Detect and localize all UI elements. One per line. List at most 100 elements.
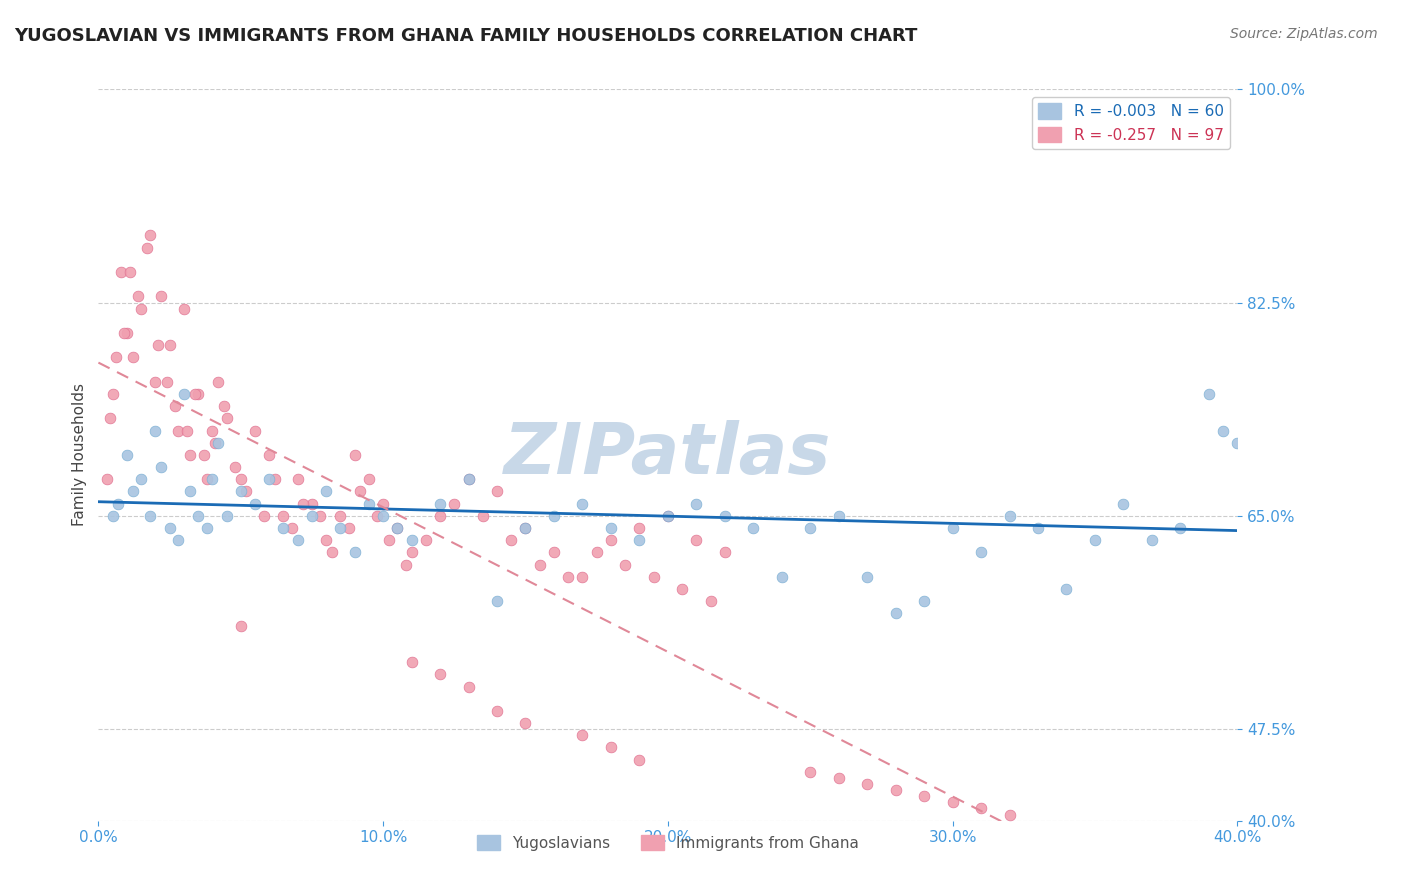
Point [204, 435, 226, 450]
Point [343, 545, 366, 559]
Point [138, 228, 160, 243]
Point [998, 807, 1021, 822]
Point [401, 533, 423, 548]
Point [884, 783, 907, 797]
Point [657, 508, 679, 523]
Point [101, 508, 124, 523]
Point [349, 484, 371, 499]
Point [110, 265, 132, 279]
Point [165, 399, 187, 413]
Point [1084, 533, 1107, 548]
Point [628, 521, 651, 535]
Point [173, 301, 195, 316]
Point [150, 289, 173, 303]
Point [699, 594, 721, 608]
Point [159, 521, 181, 535]
Point [343, 448, 366, 462]
Point [173, 387, 195, 401]
Point [415, 533, 437, 548]
Point [329, 508, 352, 523]
Point [457, 472, 479, 486]
Point [287, 533, 309, 548]
Point [179, 448, 201, 462]
Point [457, 472, 479, 486]
Point [112, 326, 135, 340]
Point [121, 484, 143, 499]
Point [243, 424, 266, 438]
Point [387, 521, 409, 535]
Point [657, 508, 679, 523]
Point [557, 570, 579, 584]
Point [315, 533, 337, 548]
Point [201, 472, 224, 486]
Point [543, 508, 565, 523]
Point [600, 740, 623, 755]
Point [643, 570, 665, 584]
Point [828, 771, 851, 785]
Point [714, 508, 737, 523]
Point [337, 521, 360, 535]
Point [529, 558, 551, 572]
Point [628, 753, 651, 767]
Point [486, 594, 509, 608]
Point [387, 521, 409, 535]
Point [799, 764, 821, 779]
Point [135, 241, 157, 255]
Point [395, 558, 418, 572]
Point [828, 508, 851, 523]
Point [167, 533, 190, 548]
Point [150, 460, 173, 475]
Point [942, 796, 965, 810]
Point [96, 472, 118, 486]
Point [115, 448, 138, 462]
Point [215, 411, 238, 425]
Point [287, 472, 309, 486]
Point [273, 508, 295, 523]
Point [799, 521, 821, 535]
Point [187, 508, 209, 523]
Point [224, 460, 246, 475]
Point [259, 472, 281, 486]
Point [515, 716, 537, 731]
Point [371, 497, 394, 511]
Point [1226, 435, 1249, 450]
Point [121, 351, 143, 365]
Point [742, 521, 765, 535]
Point [176, 424, 198, 438]
Point [215, 508, 238, 523]
Point [600, 533, 623, 548]
Point [998, 508, 1021, 523]
Point [856, 777, 879, 791]
Point [1212, 424, 1234, 438]
Point [184, 387, 207, 401]
Point [321, 545, 343, 559]
Point [628, 533, 651, 548]
Point [98, 411, 121, 425]
Point [614, 558, 637, 572]
Point [212, 399, 235, 413]
Point [543, 545, 565, 559]
Point [145, 424, 167, 438]
Point [357, 472, 380, 486]
Point [770, 570, 793, 584]
Legend: Yugoslavians, Immigrants from Ghana: Yugoslavians, Immigrants from Ghana [471, 829, 865, 857]
Point [156, 375, 179, 389]
Point [207, 375, 229, 389]
Point [429, 508, 451, 523]
Point [401, 655, 423, 669]
Point [685, 497, 707, 511]
Point [1112, 497, 1135, 511]
Point [145, 375, 167, 389]
Text: YUGOSLAVIAN VS IMMIGRANTS FROM GHANA FAMILY HOUSEHOLDS CORRELATION CHART: YUGOSLAVIAN VS IMMIGRANTS FROM GHANA FAM… [14, 27, 918, 45]
Y-axis label: Family Households: Family Households [72, 384, 87, 526]
Point [195, 521, 218, 535]
Point [301, 508, 323, 523]
Point [187, 387, 209, 401]
Point [501, 533, 523, 548]
Point [486, 484, 509, 499]
Point [179, 484, 201, 499]
Point [229, 618, 252, 632]
Point [148, 338, 170, 352]
Point [371, 508, 394, 523]
Point [193, 448, 215, 462]
